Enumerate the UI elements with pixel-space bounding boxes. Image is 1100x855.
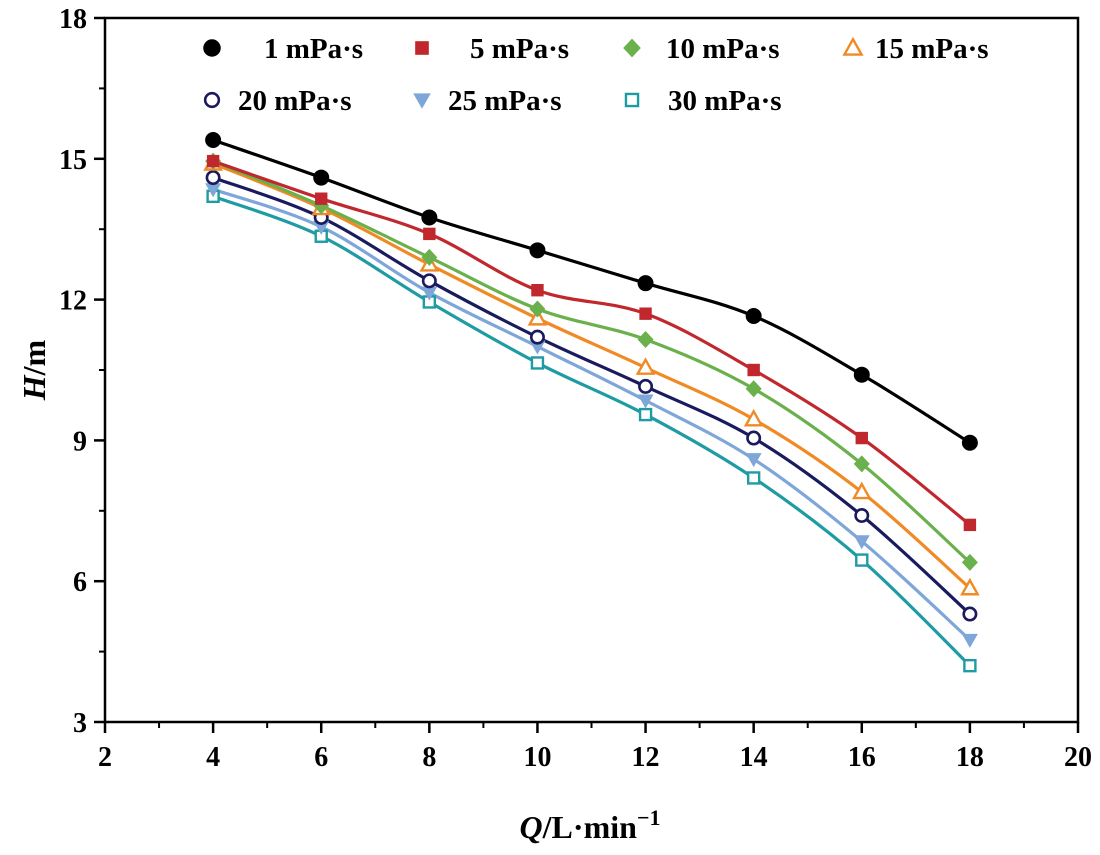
data-point (639, 307, 652, 320)
data-point (855, 553, 869, 567)
series-line (212, 187, 971, 642)
legend-item: 30 mPa·s (624, 85, 782, 117)
axes: 2 4 6 8 10 12 14 16 18 20 3 6 9 12 15 18 (59, 4, 1092, 773)
data-point (854, 507, 870, 523)
data-point (638, 378, 654, 394)
x-tick-label: 8 (422, 742, 436, 773)
data-point (529, 242, 546, 259)
y-tick-label: 6 (73, 567, 87, 598)
x-tick-label: 12 (632, 742, 660, 773)
legend-item: 25 mPa·s (413, 85, 562, 117)
data-point (530, 356, 545, 370)
x-tick-label: 6 (314, 742, 328, 773)
legend-marker (842, 36, 864, 56)
legend-marker (623, 38, 641, 58)
series-line (212, 176, 971, 616)
data-point (637, 275, 654, 292)
x-axis-exp: −1 (637, 805, 661, 830)
data-point (963, 658, 977, 673)
data-point (313, 169, 330, 186)
y-axis-title: H/m (16, 339, 52, 401)
y-tick-label: 18 (59, 4, 87, 35)
data-point (529, 300, 546, 318)
data-point (529, 329, 545, 345)
legend-label: 10 mPa·s (666, 33, 780, 65)
data-point (962, 606, 978, 622)
data-point (637, 394, 654, 409)
data-point (531, 284, 544, 297)
legend-item: 1 mPa·s (203, 33, 363, 65)
data-point (745, 308, 762, 325)
legend-item: 20 mPa·s (203, 85, 352, 117)
data-point (745, 380, 762, 398)
x-tick-label: 2 (98, 742, 112, 773)
data-point (853, 366, 870, 383)
y-tick-label: 9 (73, 426, 87, 457)
data-point (853, 455, 870, 473)
legend-label: 5 mPa·s (470, 33, 569, 65)
legend-marker (413, 93, 431, 109)
data-point (745, 453, 762, 468)
data-point (421, 248, 438, 266)
data-point (851, 481, 872, 500)
legend-marker (415, 41, 429, 55)
data-point (961, 434, 978, 451)
x-tick-label: 4 (206, 742, 220, 773)
data-point (205, 132, 222, 149)
data-point (747, 363, 760, 377)
legend-label: 30 mPa·s (668, 85, 782, 117)
legend-marker (624, 92, 640, 108)
legend-label: 25 mPa·s (448, 85, 562, 117)
legend-item: 5 mPa·s (415, 33, 569, 65)
data-point (746, 471, 761, 485)
legend-marker (203, 91, 221, 109)
data-point (313, 220, 330, 235)
plot-frame (103, 16, 1080, 724)
data-point (421, 286, 438, 301)
data-point (421, 209, 438, 226)
data-point (635, 357, 656, 375)
data-point (960, 577, 980, 596)
y-tick-label: 12 (59, 286, 87, 317)
data-point (961, 553, 978, 571)
legend-item: 10 mPa·s (623, 33, 780, 65)
y-tick-label: 3 (73, 708, 87, 739)
data-point (746, 430, 762, 446)
data-point (421, 273, 437, 289)
x-axis-unit: /L·min (542, 809, 637, 845)
x-axis-title: Q/L·min−1 (520, 805, 661, 845)
data-point (743, 408, 764, 427)
data-point (529, 340, 546, 355)
x-tick-label: 20 (1064, 742, 1092, 773)
series-markers (203, 132, 980, 673)
series-line (212, 159, 971, 527)
x-tick-label: 18 (956, 742, 984, 773)
data-point (963, 518, 977, 532)
legend-label: 20 mPa·s (238, 85, 352, 117)
x-tick-label: 16 (848, 742, 876, 773)
data-point (423, 227, 436, 241)
data-point (638, 407, 653, 422)
series-line (212, 138, 971, 445)
data-point (855, 431, 868, 445)
y-tick-label: 15 (59, 145, 87, 176)
legend-marker (203, 39, 221, 57)
data-point (961, 633, 978, 648)
x-tick-label: 14 (740, 742, 768, 773)
y-axis-unit: /m (16, 339, 52, 376)
data-point (637, 330, 654, 348)
legend: 1 mPa·s 5 mPa·s 10 mPa·s 15 mPa·s 20 mPa·s 25… (203, 33, 989, 117)
data-point (315, 192, 328, 205)
legend-label: 1 mPa·s (264, 33, 363, 65)
y-axis-var: H (16, 374, 52, 401)
data-point (205, 170, 221, 186)
legend-label: 15 mPa·s (875, 33, 989, 65)
x-axis-var: Q (520, 809, 543, 845)
data-point (206, 154, 220, 168)
legend-item: 15 mPa·s (842, 33, 989, 65)
x-tick-label: 10 (523, 742, 551, 773)
data-point (853, 535, 870, 550)
data-point (205, 183, 222, 198)
